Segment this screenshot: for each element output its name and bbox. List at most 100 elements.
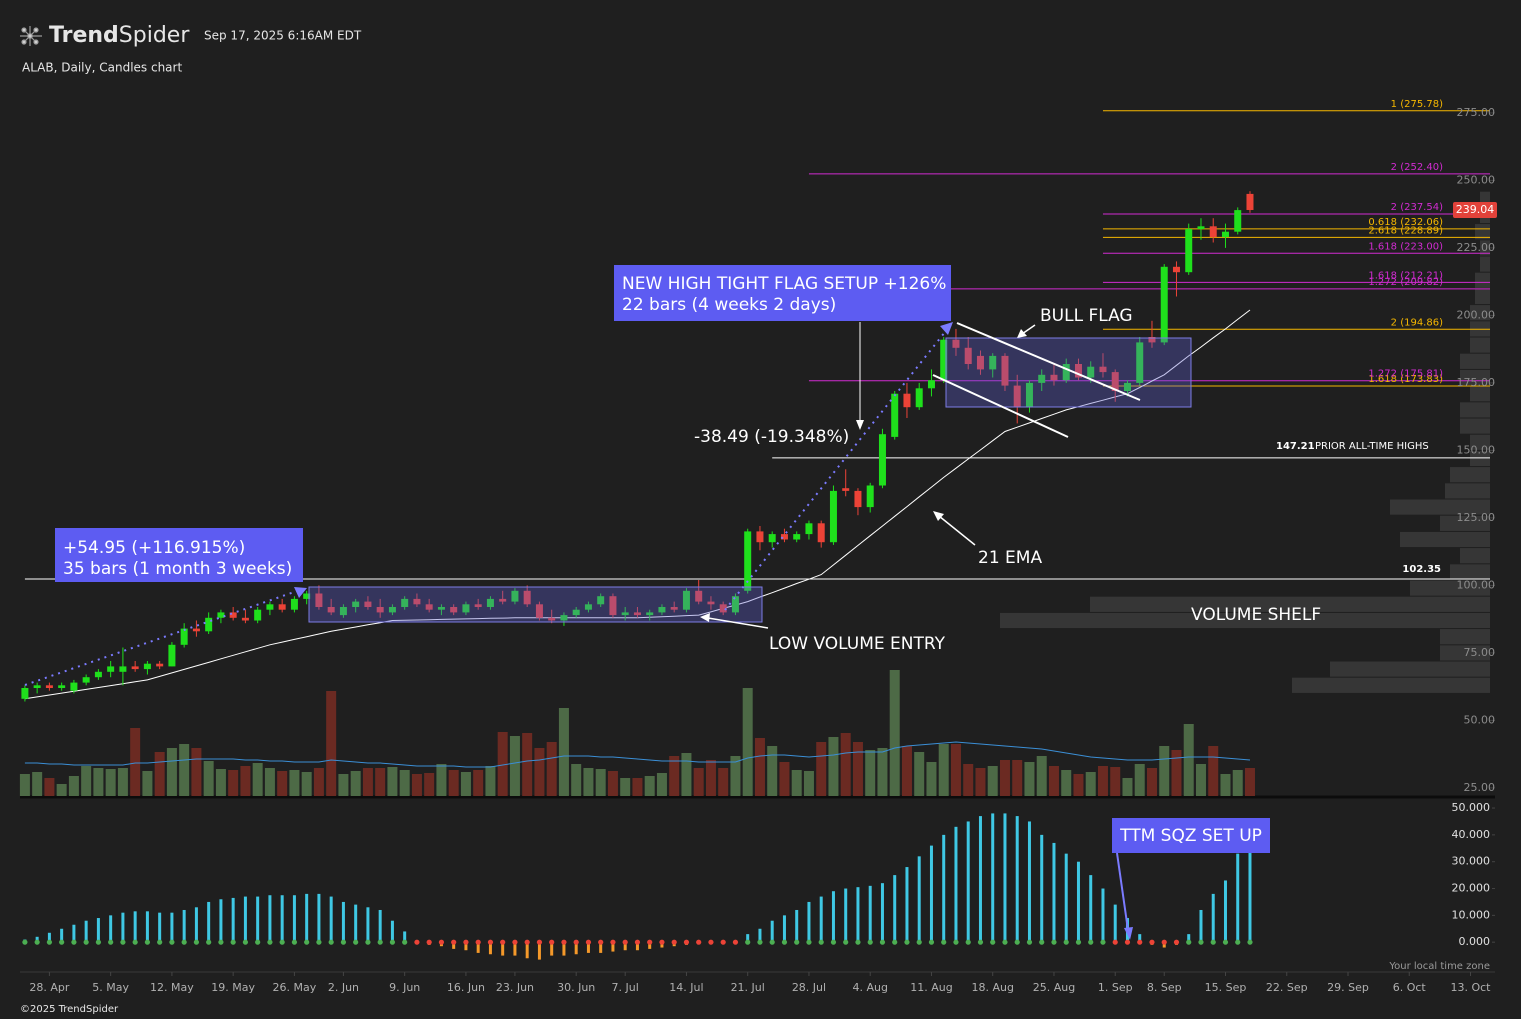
momentum-bar [758, 928, 762, 943]
momentum-bar [599, 942, 603, 953]
volume-bar [889, 670, 900, 796]
volume-profile-bar [1450, 467, 1490, 483]
candle-body [658, 607, 666, 613]
volume-bar [1244, 768, 1255, 796]
volume-profile-bar [1470, 434, 1490, 450]
level-label: 1 (275.78) [1391, 99, 1443, 110]
squeeze-dot [120, 939, 126, 945]
momentum-bar [170, 912, 174, 943]
squeeze-dot [1235, 939, 1241, 945]
volume-profile-bar [1475, 224, 1490, 240]
momentum-bar [488, 942, 492, 955]
volume-profile-bar [1470, 450, 1490, 467]
volume-bar [803, 771, 814, 796]
squeeze-dot [879, 939, 886, 945]
momentum-bar [978, 816, 982, 943]
candle-body [156, 663, 164, 667]
volume-profile-bar [1410, 580, 1490, 596]
x-tick-label: 29. Sep [1327, 981, 1369, 994]
momentum-bar [109, 915, 113, 943]
squeeze-dot [365, 939, 371, 945]
squeeze-dot [95, 939, 102, 945]
volume-bar [840, 733, 851, 796]
candle-body [1025, 382, 1033, 408]
volume-bar [669, 756, 680, 796]
candle-body [70, 682, 78, 691]
candle-body [1221, 231, 1229, 238]
candle-body [1001, 355, 1009, 386]
volume-profile-bar [1475, 272, 1490, 288]
x-tick-label: 23. Jun [496, 981, 534, 994]
volume-bar [546, 742, 557, 796]
momentum-bar [96, 918, 100, 943]
candle-body [1050, 374, 1058, 381]
candle-body [1038, 374, 1046, 383]
momentum-bar [366, 907, 370, 943]
base-box [308, 586, 763, 623]
momentum-bar [292, 895, 296, 943]
candle-body [205, 617, 213, 632]
momentum-bar [1187, 934, 1191, 943]
squeeze-dot [218, 939, 224, 945]
squeeze-dot [206, 939, 212, 945]
volume-bar [191, 748, 202, 796]
momentum-bar [1052, 842, 1056, 943]
candle-body [58, 685, 66, 688]
momentum-bar [819, 896, 823, 943]
squeeze-dot [1002, 939, 1008, 945]
level-label: 2 (237.54) [1391, 202, 1443, 213]
momentum-bar [966, 821, 970, 943]
squeeze-dot [426, 939, 432, 945]
candle-body [584, 604, 592, 610]
candle-body [793, 534, 801, 540]
candle-body [376, 607, 384, 613]
arrow-head [1017, 329, 1027, 338]
candle-body [805, 523, 813, 535]
volume-bar [1097, 766, 1108, 796]
volume-bar [313, 768, 324, 796]
volume-profile-bar [1460, 402, 1490, 418]
squeeze-dot [377, 939, 383, 945]
squeeze-dot [1210, 939, 1216, 945]
squeeze-dot [708, 939, 714, 945]
candle-body [1074, 364, 1082, 378]
squeeze-dot [230, 939, 236, 945]
flag-line [932, 374, 1069, 438]
momentum-bar [1089, 875, 1093, 943]
momentum-bar [354, 904, 358, 943]
momentum-bar [1162, 942, 1166, 948]
volume-bar [44, 778, 55, 796]
squeeze-dot [892, 939, 898, 945]
squeeze-dot [144, 939, 151, 945]
candle-body [535, 604, 543, 618]
level-label: 0.618 (232.06) [1368, 217, 1443, 228]
squeeze-dot [696, 939, 702, 945]
volume-profile-bar [1000, 612, 1490, 629]
y-tick-label: 275.00 [1457, 106, 1496, 119]
momentum-bar [868, 885, 872, 943]
volume-bar [999, 760, 1010, 796]
x-tick-label: 18. Aug [971, 981, 1013, 994]
momentum-bar [942, 834, 946, 943]
volume-bar [93, 768, 104, 796]
volume-bar [436, 764, 447, 796]
x-tick-label: 16. Jun [447, 981, 485, 994]
candle-body [278, 604, 286, 610]
candle-body [548, 617, 556, 621]
momentum-bar [574, 942, 578, 955]
momentum-bar [1248, 848, 1252, 943]
volume-bar [1085, 772, 1096, 796]
x-tick-label: 1. Sep [1098, 981, 1133, 994]
x-tick-label: 14. Jul [669, 981, 703, 994]
volume-bar [350, 771, 361, 796]
level-label: 1.618 (223.00) [1368, 241, 1443, 252]
squeeze-dot [1247, 939, 1253, 945]
arrow [707, 617, 769, 629]
volume-bar [607, 771, 618, 796]
squeeze-dot [610, 939, 616, 945]
y-tick-label: 50.00 [1464, 713, 1496, 726]
candle-body [1148, 337, 1156, 343]
volume-bar [1220, 774, 1231, 796]
momentum-bar [782, 915, 786, 943]
momentum-bar [1003, 813, 1007, 943]
